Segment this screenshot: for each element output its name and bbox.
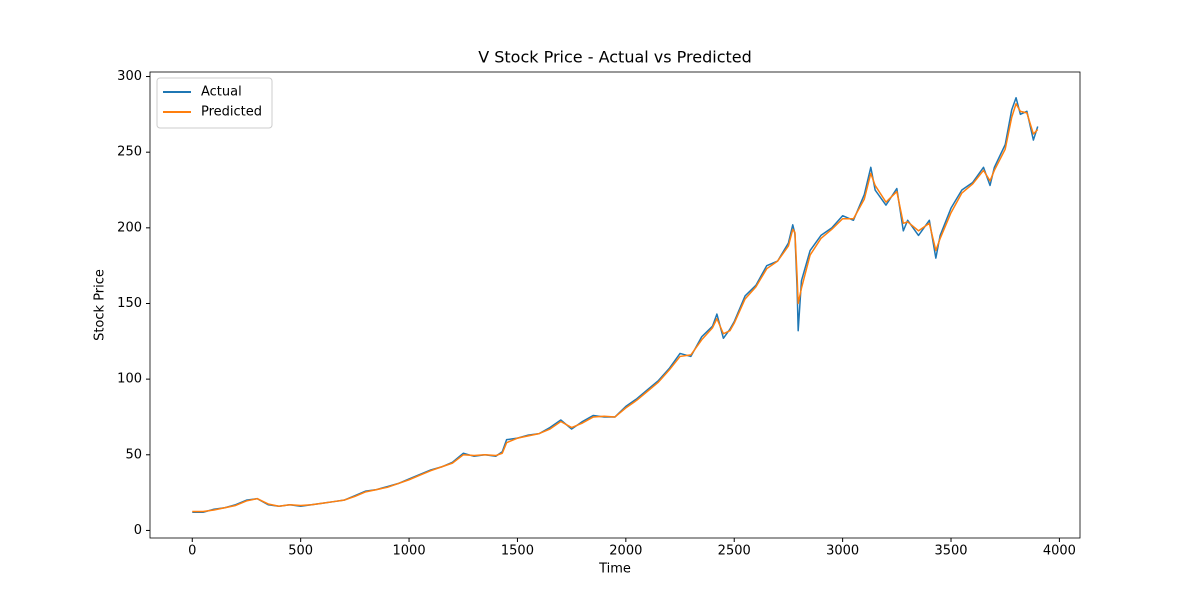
chart-title: V Stock Price - Actual vs Predicted <box>478 48 752 67</box>
y-tick-label: 250 <box>117 145 142 160</box>
plot-frame <box>149 71 1081 539</box>
x-tick-label: 4000 <box>1043 544 1076 559</box>
x-tick-label: 3000 <box>826 544 859 559</box>
y-tick-label: 150 <box>117 296 142 311</box>
y-tick-label: 0 <box>134 523 142 538</box>
legend-label: Predicted <box>201 105 262 120</box>
y-tick-label: 50 <box>125 447 142 462</box>
x-tick-label: 2000 <box>609 544 642 559</box>
legend-label: Actual <box>201 85 242 100</box>
y-axis-label: Stock Price <box>93 269 108 341</box>
x-tick-label: 2500 <box>718 544 751 559</box>
y-tick-label: 100 <box>117 372 142 387</box>
x-tick-label: 3500 <box>934 544 967 559</box>
x-tick-label: 0 <box>188 544 196 559</box>
x-tick-label: 500 <box>288 544 313 559</box>
y-tick-label: 300 <box>117 69 142 84</box>
data-line <box>192 103 1039 513</box>
x-tick-label: 1000 <box>393 544 426 559</box>
x-tick-label: 1500 <box>501 544 534 559</box>
y-tick-label: 200 <box>117 220 142 235</box>
legend-box <box>156 77 273 129</box>
x-axis-label: Time <box>598 562 631 577</box>
data-line <box>192 96 1039 514</box>
